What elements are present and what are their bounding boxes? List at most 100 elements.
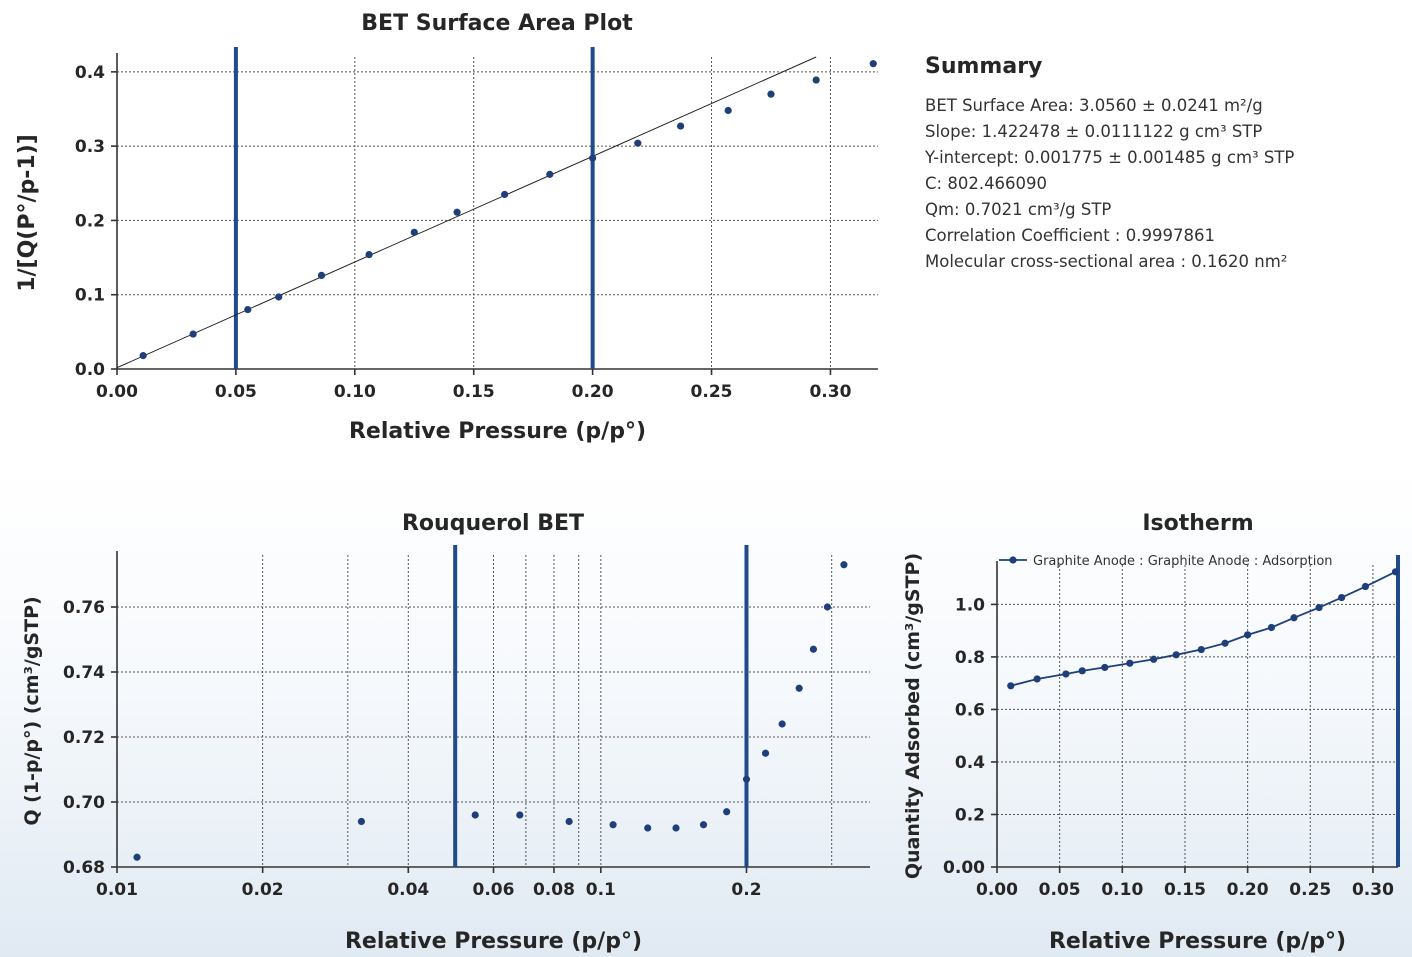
x-tick-label: 0.10 <box>1101 880 1143 900</box>
data-point <box>1078 667 1086 675</box>
summary-line-cross-section: Molecular cross-sectional area : 0.1620 … <box>925 252 1288 271</box>
y-tick-label: 1.0 <box>955 595 985 615</box>
data-point <box>453 208 461 216</box>
x-axis-label: Relative Pressure (p/p°) <box>1049 929 1346 954</box>
x-tick-label: 0.20 <box>572 382 614 402</box>
x-tick-label: 0.00 <box>96 382 138 402</box>
data-point <box>1290 614 1298 622</box>
data-point <box>778 720 786 728</box>
chart-title: Rouquerol BET <box>402 511 584 536</box>
data-point <box>275 293 283 301</box>
data-point <box>1101 663 1109 672</box>
y-tick-label: 0.68 <box>63 858 105 878</box>
x-axis-label: Relative Pressure (p/p°) <box>349 419 646 444</box>
data-point <box>516 811 524 819</box>
x-tick-label: 0.10 <box>334 382 376 402</box>
data-point <box>1338 593 1346 602</box>
summary-line-intercept: Y-intercept: 0.001775 ± 0.001485 g cm³ S… <box>925 148 1295 167</box>
summary-line-correlation: Correlation Coefficient : 0.9997861 <box>925 226 1215 245</box>
data-point <box>189 330 197 338</box>
x-tick-label: 0.15 <box>453 382 495 402</box>
x-tick-label: 0.02 <box>242 880 284 900</box>
y-tick-label: 0.00 <box>943 858 985 878</box>
y-tick-label: 0.70 <box>63 793 105 813</box>
x-tick-label: 0.2 <box>731 880 761 900</box>
data-point <box>809 645 818 653</box>
data-point <box>133 853 141 861</box>
data-point <box>742 775 751 783</box>
data-point <box>589 154 597 162</box>
data-point <box>724 106 732 115</box>
data-point <box>869 60 877 68</box>
data-point <box>1361 582 1370 591</box>
data-point <box>812 76 820 84</box>
summary-line-c: C: 802.466090 <box>925 174 1048 193</box>
x-axis-label: Relative Pressure (p/p°) <box>345 929 642 954</box>
fit-line <box>116 56 817 369</box>
data-point <box>723 808 731 816</box>
x-tick-label: 0.15 <box>1164 880 1206 900</box>
data-point <box>410 228 418 236</box>
y-axis-label: 1/[Q(P°/p-1)] <box>15 134 40 292</box>
summary-line-qm: Qm: 0.7021 cm³/g STP <box>925 200 1112 219</box>
data-point <box>672 824 680 832</box>
data-point <box>644 824 652 832</box>
y-tick-label: 0.4 <box>955 753 985 773</box>
data-point <box>317 271 326 279</box>
x-tick-label: 0.01 <box>96 880 138 900</box>
data-point <box>1007 682 1015 690</box>
data-point <box>1172 651 1180 659</box>
y-tick-label: 0.76 <box>63 598 105 618</box>
y-tick-label: 0.0 <box>75 360 105 380</box>
data-point <box>1267 623 1276 632</box>
data-point <box>139 352 147 360</box>
x-tick-label: 0.30 <box>809 382 851 402</box>
summary-line-slope: Slope: 1.422478 ± 0.0111122 g cm³ STP <box>925 122 1263 141</box>
data-point <box>546 170 554 178</box>
data-point <box>1150 655 1158 663</box>
legend-label: Graphite Anode : Graphite Anode : Adsorp… <box>1033 554 1333 569</box>
data-point <box>357 817 366 826</box>
summary-panel: Summary BET Surface Area: 3.0560 ± 0.024… <box>925 54 1395 275</box>
data-point <box>767 90 775 98</box>
y-tick-label: 0.4 <box>75 63 105 83</box>
data-point <box>1062 670 1070 678</box>
data-point <box>1126 659 1134 667</box>
data-point <box>795 684 803 692</box>
x-tick-label: 0.05 <box>1039 880 1081 900</box>
data-point <box>609 821 617 829</box>
data-point <box>244 305 252 314</box>
summary-title: Summary <box>925 54 1043 79</box>
x-tick-label: 0.00 <box>976 880 1018 900</box>
chart-title: BET Surface Area Plot <box>361 11 633 36</box>
x-tick-label: 0.30 <box>1352 880 1394 900</box>
x-tick-label: 0.1 <box>586 880 616 900</box>
y-tick-label: 0.74 <box>63 663 105 683</box>
data-point <box>501 190 509 199</box>
y-axis-label: Quantity Adsorbed (cm³/gSTP) <box>902 553 924 879</box>
isotherm-chart: Isotherm 0.00 0.05 0.10 0.15 0.20 0.25 0.30 0.00… <box>902 511 1400 954</box>
y-tick-label: 0.2 <box>75 211 105 231</box>
x-tick-label: 0.20 <box>1227 880 1269 900</box>
series-line <box>1010 571 1396 687</box>
x-tick-label: 0.25 <box>1289 880 1331 900</box>
summary-line-surface-area: BET Surface Area: 3.0560 ± 0.0241 m²/g <box>925 96 1263 115</box>
data-point <box>1244 631 1252 639</box>
data-point <box>565 817 573 826</box>
rouquerol-bet-chart: Rouquerol BET 0.01 0.02 0.04 0.06 0.08 0.1 0.2 0… <box>21 511 870 954</box>
data-point <box>634 139 642 147</box>
data-point <box>1391 568 1400 576</box>
y-tick-label: 0.1 <box>75 286 105 306</box>
data-point <box>1197 645 1205 654</box>
y-tick-label: 0.8 <box>955 648 985 668</box>
bet-surface-area-chart: BET Surface Area Plot 0.00 0.05 0.10 0.15 0.2… <box>15 11 878 444</box>
y-tick-label: 0.3 <box>75 137 105 157</box>
data-point <box>365 251 373 259</box>
data-point <box>699 821 708 829</box>
data-point <box>677 122 685 130</box>
data-point <box>761 749 770 757</box>
data-point <box>840 561 848 569</box>
x-tick-label: 0.08 <box>533 880 575 900</box>
data-point <box>471 811 479 819</box>
x-tick-label: 0.06 <box>473 880 515 900</box>
